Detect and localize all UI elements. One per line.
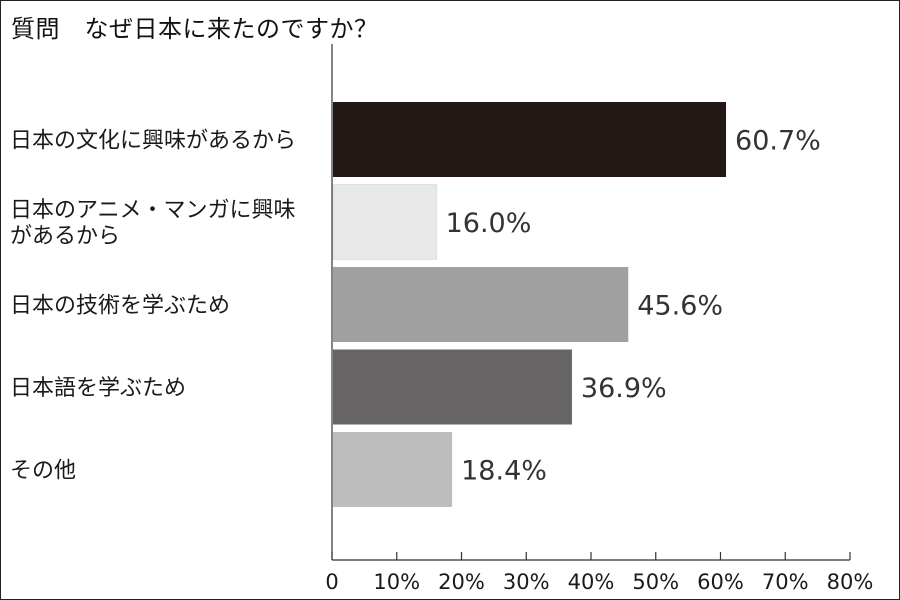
bars-group: 60.7% 16.0% 45.6% 36.9% 18.4%	[332, 102, 821, 507]
category-label-2-line-2: があるから	[10, 224, 120, 249]
bar-2	[332, 184, 438, 260]
category-label-2-line-1: 日本のアニメ・マンガに興味	[10, 198, 296, 223]
x-tick-label-10: 10%	[373, 570, 420, 594]
x-tick-label-0: 0	[325, 570, 338, 594]
value-label-5: 18.4%	[461, 456, 547, 487]
category-label-4: 日本語を学ぶため	[10, 376, 186, 401]
x-tick-label-40: 40%	[568, 570, 615, 594]
value-label-3: 45.6%	[637, 291, 723, 322]
bar-5	[333, 432, 453, 507]
bar-1	[333, 102, 727, 177]
chart-title: 質問 なぜ日本に来たのですか？	[11, 15, 379, 43]
x-tick-label-80: 80%	[827, 570, 874, 594]
value-label-2: 16.0%	[446, 208, 532, 239]
x-tick-label-20: 20%	[438, 570, 485, 594]
x-axis: 0 10% 20% 30% 40% 50% 60% 70% 80%	[325, 44, 873, 594]
category-label-3: 日本の技術を学ぶため	[10, 294, 230, 319]
x-tick-label-30: 30%	[503, 570, 550, 594]
x-tick-label-70: 70%	[762, 570, 809, 594]
category-labels: 日本の文化に興味があるから日本のアニメ・マンガに興味があるから日本の技術を学ぶた…	[10, 129, 296, 484]
x-tick-label-50: 50%	[632, 570, 679, 594]
category-label-1: 日本の文化に興味があるから	[10, 129, 296, 154]
value-label-4: 36.9%	[581, 373, 667, 404]
x-tick-label-60: 60%	[697, 570, 744, 594]
bar-4	[333, 349, 572, 425]
value-label-1: 60.7%	[735, 126, 821, 157]
bar-3	[333, 267, 629, 342]
category-label-5: その他	[10, 459, 76, 484]
